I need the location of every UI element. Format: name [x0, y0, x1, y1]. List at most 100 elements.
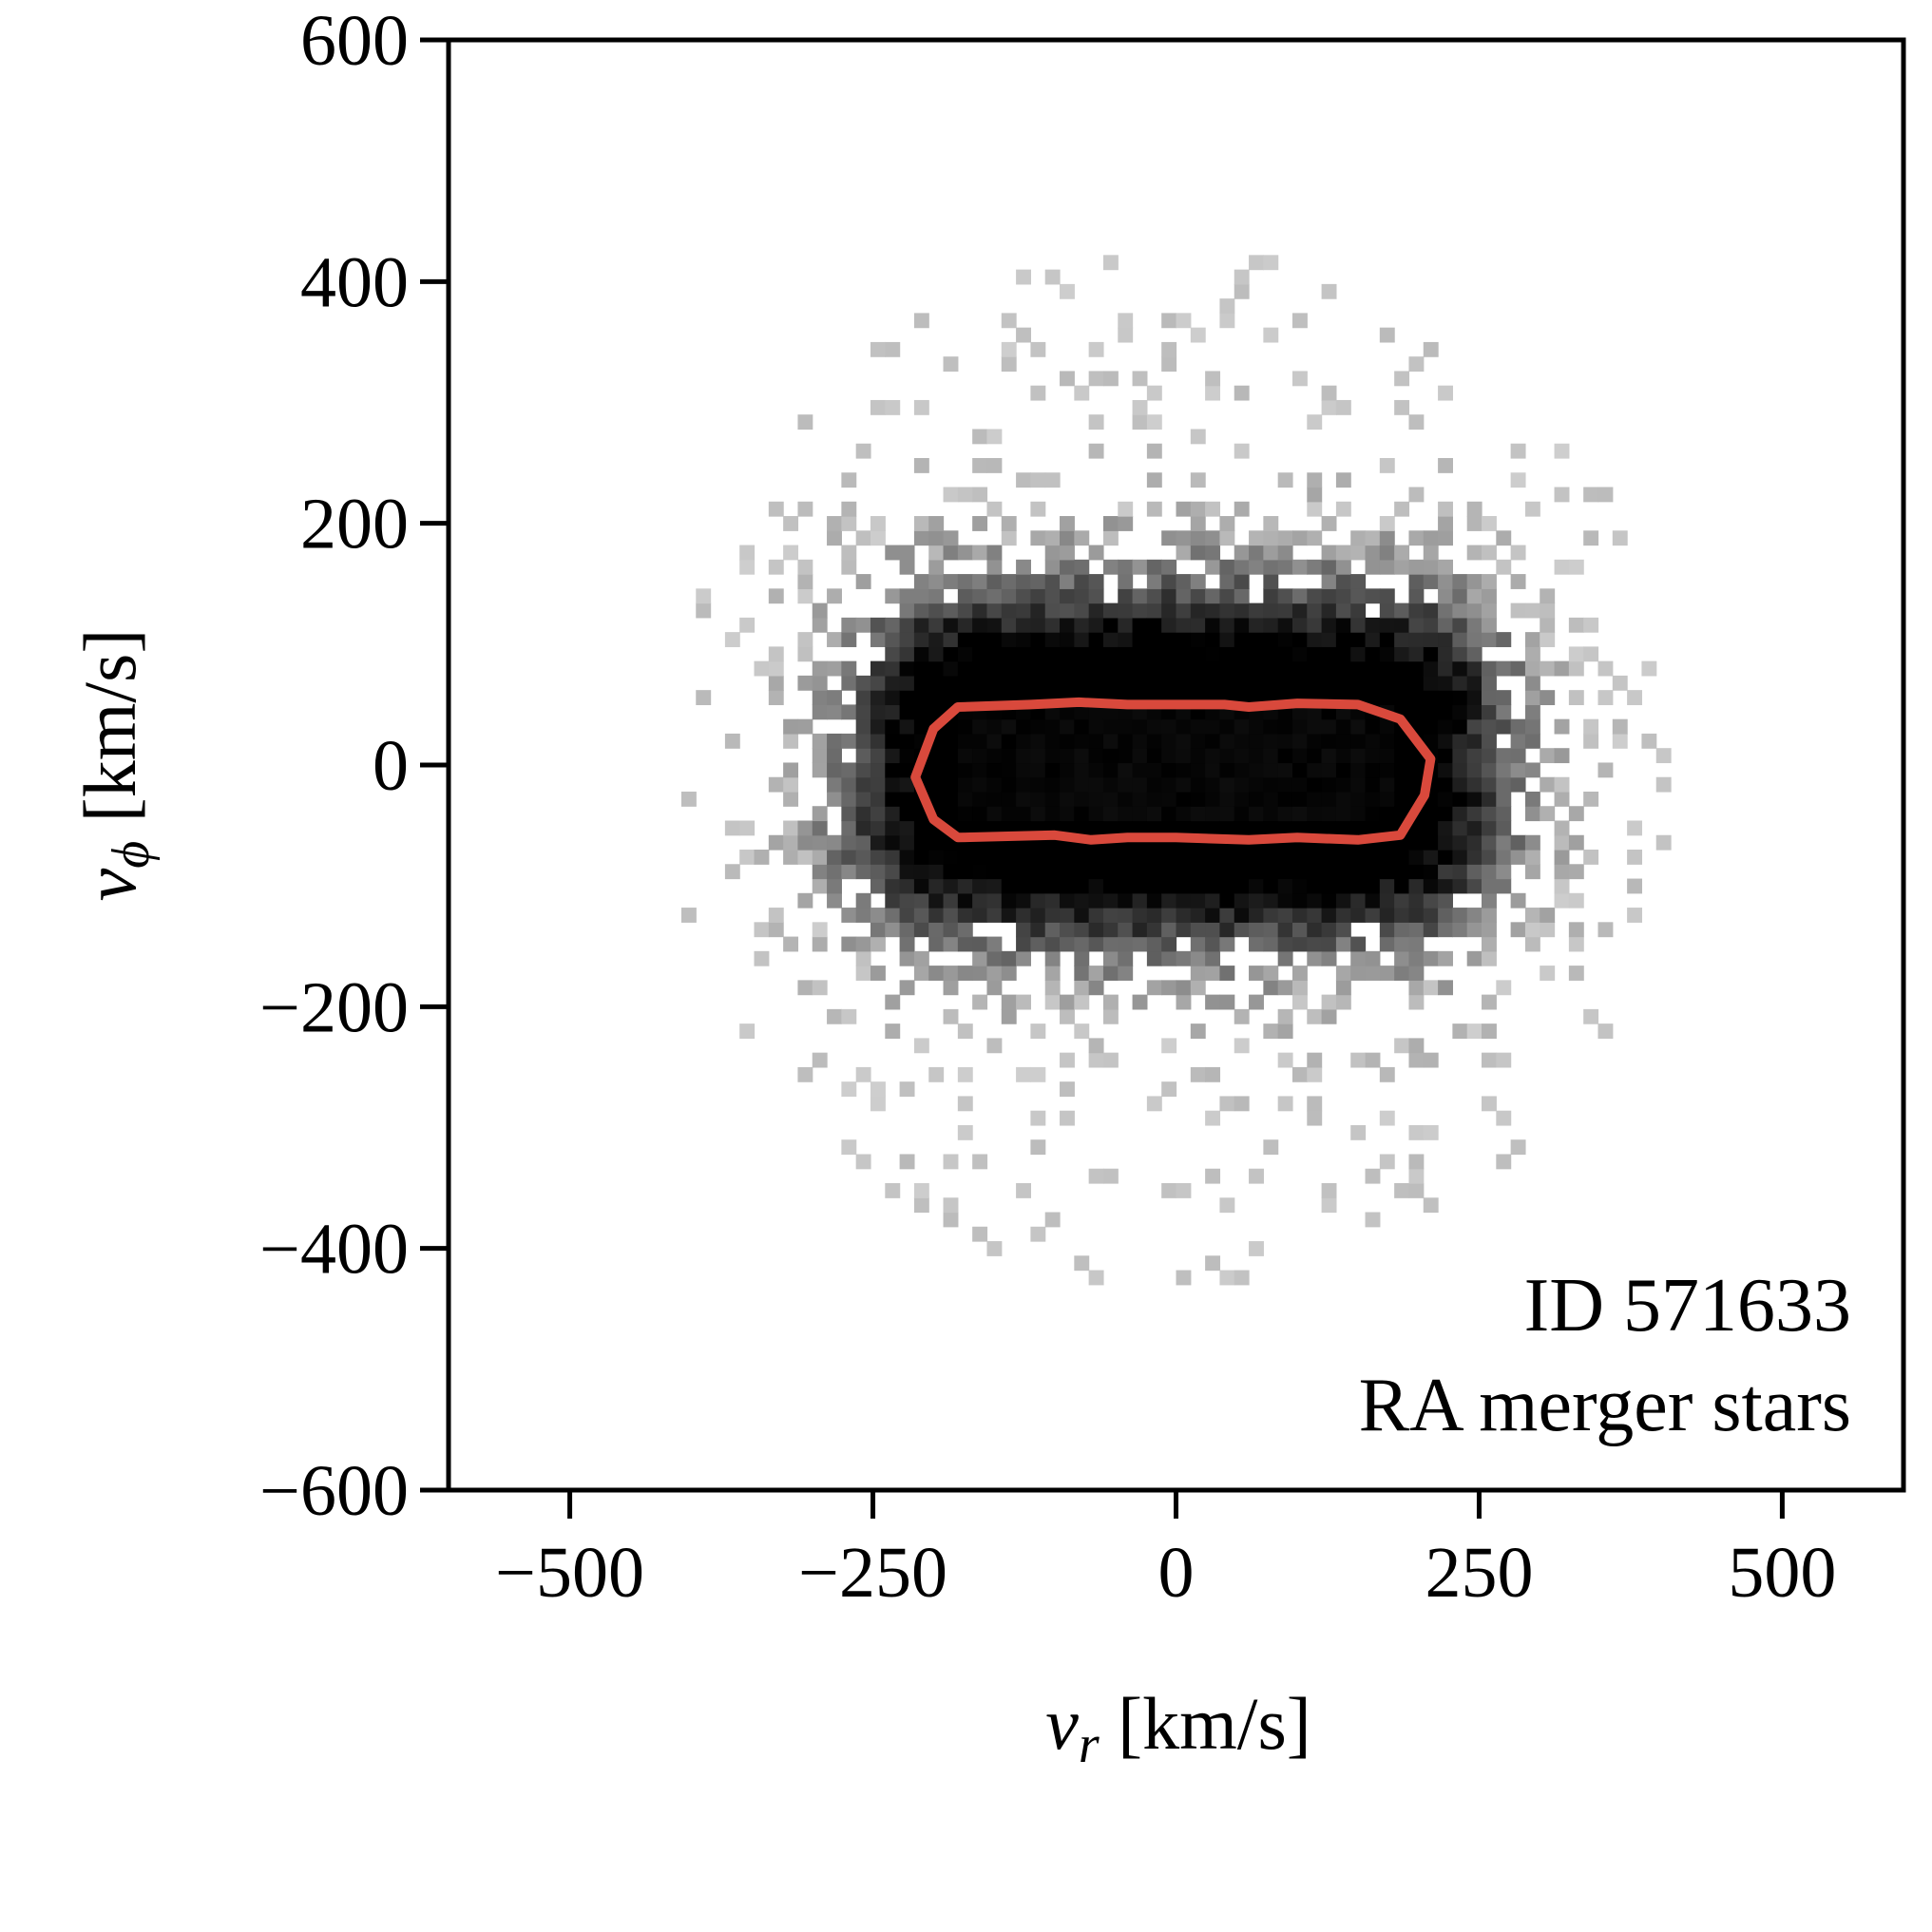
heatmap-bin [1524, 936, 1540, 952]
heatmap-bin [696, 603, 712, 619]
heatmap-bin [1277, 559, 1293, 575]
heatmap-bin [899, 660, 915, 677]
heatmap-bin [1568, 892, 1584, 909]
heatmap-bin [957, 864, 973, 880]
heatmap-bin [1277, 718, 1293, 735]
heatmap-bin [1466, 908, 1482, 923]
heatmap-bin [1030, 908, 1046, 923]
heatmap-bin [885, 762, 901, 778]
heatmap-bin [1612, 675, 1628, 691]
heatmap-bin [1277, 545, 1293, 561]
heatmap-bin [1438, 588, 1453, 604]
heatmap-bin [1044, 530, 1061, 546]
heatmap-bin [972, 632, 988, 647]
heatmap-bin [827, 588, 842, 604]
heatmap-bin [899, 559, 915, 575]
heatmap-bin [870, 864, 886, 880]
heatmap-bin [827, 892, 842, 909]
heatmap-bin [1060, 603, 1075, 619]
heatmap-bin [1408, 704, 1425, 720]
heatmap-bin [1423, 530, 1439, 546]
heatmap-bin [1016, 748, 1031, 764]
heatmap-bin [1016, 994, 1031, 1010]
heatmap-bin [1118, 559, 1134, 575]
heatmap-bin [1088, 878, 1104, 894]
heatmap-bin [1466, 603, 1482, 619]
heatmap-bin [928, 922, 945, 938]
heatmap-bin [1205, 718, 1221, 735]
heatmap-bin [870, 399, 886, 415]
heatmap-bin [1146, 617, 1162, 633]
heatmap-bin [768, 922, 784, 938]
heatmap-bin [1263, 776, 1279, 793]
heatmap-bin [1118, 820, 1134, 836]
heatmap-bin [885, 675, 901, 691]
heatmap-bin [1205, 603, 1221, 619]
heatmap-bin [1379, 660, 1395, 677]
heatmap-bin [1001, 806, 1017, 822]
heatmap-bin [1394, 733, 1410, 749]
heatmap-bin [1102, 994, 1119, 1010]
heatmap-bin [1132, 399, 1148, 415]
heatmap-bin [1263, 574, 1279, 589]
heatmap-bin [1510, 1139, 1526, 1156]
heatmap-bin [957, 820, 973, 836]
heatmap-bin [943, 922, 959, 938]
heatmap-bin [1219, 994, 1235, 1010]
heatmap-bin [1482, 545, 1497, 561]
heatmap-bin [928, 850, 945, 865]
heatmap-bin [1524, 850, 1540, 865]
heatmap-bin [1291, 922, 1308, 938]
heatmap-bin [1394, 1038, 1410, 1054]
heatmap-bin [1307, 603, 1323, 619]
heatmap-bin [1219, 762, 1235, 778]
heatmap-bin [1438, 820, 1453, 836]
heatmap-bin [1088, 617, 1104, 633]
heatmap-bin [943, 762, 959, 778]
heatmap-bin [913, 675, 929, 691]
heatmap-bin [1524, 733, 1540, 749]
heatmap-bin [855, 966, 871, 981]
heatmap-bin [1249, 922, 1264, 938]
heatmap-bin [1102, 516, 1119, 531]
heatmap-bin [885, 820, 901, 836]
heatmap-bin [1438, 603, 1453, 619]
heatmap-bin [1466, 834, 1482, 851]
heatmap-bin [1321, 950, 1337, 966]
heatmap-bin [1408, 908, 1425, 923]
heatmap-bin [1307, 936, 1323, 952]
heatmap-bin [1321, 748, 1337, 764]
heatmap-bin [1277, 864, 1293, 880]
heatmap-bin [972, 776, 988, 793]
heatmap-bin [783, 820, 799, 836]
heatmap-bin [870, 675, 886, 691]
heatmap-bin [1074, 530, 1090, 546]
heatmap-bin [986, 980, 1003, 996]
heatmap-bin [943, 660, 959, 677]
heatmap-bin [1088, 646, 1104, 662]
heatmap-bin [1277, 878, 1293, 894]
x-tick-label: 250 [1425, 1533, 1533, 1613]
heatmap-bin [1568, 922, 1584, 938]
heatmap-bin [739, 617, 756, 633]
heatmap-bin [972, 936, 988, 952]
heatmap-bin [1277, 660, 1293, 677]
heatmap-bin [1249, 690, 1264, 706]
heatmap-bin [913, 617, 929, 633]
heatmap-bin [1102, 530, 1119, 546]
heatmap-bin [986, 850, 1003, 865]
heatmap-bin [1466, 704, 1482, 720]
heatmap-bin [1146, 718, 1162, 735]
heatmap-bin [1321, 399, 1337, 415]
heatmap-bin [1540, 617, 1556, 633]
heatmap-bin [1205, 1110, 1221, 1126]
heatmap-bin [1365, 690, 1381, 706]
heatmap-bin [1249, 632, 1264, 647]
heatmap-bin [1263, 748, 1279, 764]
heatmap-bin [1307, 660, 1323, 677]
heatmap-bin [1190, 776, 1206, 793]
heatmap-bin [783, 718, 799, 735]
heatmap-bin [1540, 588, 1556, 604]
heatmap-bin [1190, 936, 1206, 952]
heatmap-bin [1016, 936, 1031, 952]
